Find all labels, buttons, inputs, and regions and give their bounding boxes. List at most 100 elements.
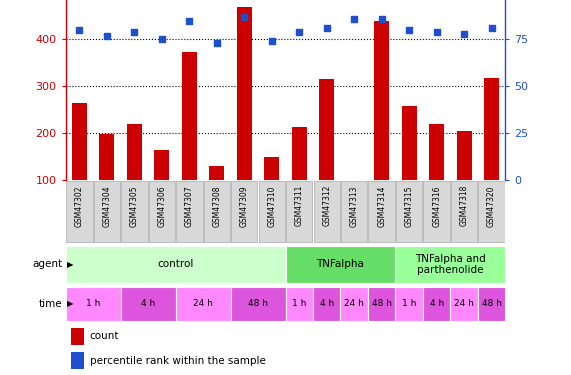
Text: GSM47306: GSM47306 [158,185,166,227]
Text: 24 h: 24 h [454,299,474,308]
FancyBboxPatch shape [286,181,312,243]
Bar [72,103,87,180]
Bar [127,124,142,180]
Text: GSM47313: GSM47313 [349,185,359,226]
Text: TNFalpha: TNFalpha [316,260,364,269]
Bar [71,352,84,369]
Text: percentile rank within the sample: percentile rank within the sample [90,356,266,366]
Text: GSM47307: GSM47307 [185,185,194,227]
Text: 1 h: 1 h [292,299,307,308]
FancyBboxPatch shape [423,287,451,321]
FancyBboxPatch shape [478,181,505,243]
Text: 1 h: 1 h [402,299,416,308]
Bar [457,131,472,180]
Point [432,29,441,35]
Text: 24 h: 24 h [344,299,364,308]
FancyBboxPatch shape [395,287,423,321]
Text: 24 h: 24 h [193,299,213,308]
Text: GSM47302: GSM47302 [75,185,84,226]
Point [460,31,469,37]
Text: 4 h: 4 h [429,299,444,308]
FancyBboxPatch shape [286,287,313,321]
FancyBboxPatch shape [424,181,450,243]
Bar [99,134,114,180]
Bar [237,7,252,180]
Text: ▶: ▶ [67,299,73,308]
FancyBboxPatch shape [94,181,120,243]
FancyBboxPatch shape [231,181,258,243]
Text: 48 h: 48 h [372,299,392,308]
Text: control: control [158,260,194,269]
Bar [264,157,279,180]
Bar [182,52,197,180]
Bar [71,328,84,345]
FancyBboxPatch shape [176,181,203,243]
FancyBboxPatch shape [451,287,478,321]
Text: TNFalpha and
parthenolide: TNFalpha and parthenolide [415,254,486,275]
Point [240,14,249,20]
Text: 48 h: 48 h [481,299,501,308]
FancyBboxPatch shape [148,181,175,243]
Point [322,25,331,31]
Point [130,29,139,35]
Text: GSM47315: GSM47315 [405,185,413,226]
FancyBboxPatch shape [396,181,423,243]
Text: 1 h: 1 h [86,299,100,308]
FancyBboxPatch shape [259,181,285,243]
Text: 4 h: 4 h [320,299,334,308]
Point [349,16,359,22]
Point [487,25,496,31]
Text: ▶: ▶ [67,260,73,269]
FancyBboxPatch shape [368,181,395,243]
Bar [401,106,417,180]
Point [102,33,111,39]
Bar [319,79,334,180]
Point [377,16,386,22]
Text: GSM47309: GSM47309 [240,185,249,227]
Bar [429,124,444,180]
FancyBboxPatch shape [341,181,367,243]
FancyBboxPatch shape [66,181,93,243]
Text: GSM47308: GSM47308 [212,185,222,226]
FancyBboxPatch shape [66,287,120,321]
FancyBboxPatch shape [204,181,230,243]
Text: GSM47316: GSM47316 [432,185,441,226]
FancyBboxPatch shape [395,246,505,283]
FancyBboxPatch shape [121,181,147,243]
Point [405,27,414,33]
FancyBboxPatch shape [451,181,477,243]
Bar [154,150,170,180]
FancyBboxPatch shape [340,287,368,321]
FancyBboxPatch shape [176,287,231,321]
Text: count: count [90,331,119,341]
Point [267,38,276,44]
FancyBboxPatch shape [231,287,286,321]
Point [212,40,222,46]
Text: GSM47318: GSM47318 [460,185,469,226]
Text: GSM47305: GSM47305 [130,185,139,227]
Bar [209,166,224,180]
FancyBboxPatch shape [286,246,395,283]
Point [295,29,304,35]
Text: GSM47312: GSM47312 [322,185,331,226]
Text: GSM47320: GSM47320 [487,185,496,226]
Text: GSM47304: GSM47304 [102,185,111,227]
Text: 48 h: 48 h [248,299,268,308]
Point [75,27,84,33]
Bar [292,127,307,180]
FancyBboxPatch shape [478,287,505,321]
FancyBboxPatch shape [313,287,340,321]
Text: GSM47314: GSM47314 [377,185,386,226]
Point [185,18,194,24]
FancyBboxPatch shape [120,287,176,321]
Text: GSM47310: GSM47310 [267,185,276,226]
FancyBboxPatch shape [368,287,395,321]
Bar [484,78,499,180]
Text: 4 h: 4 h [141,299,155,308]
Bar [374,21,389,180]
Text: agent: agent [33,260,63,269]
Point [157,36,166,42]
FancyBboxPatch shape [313,181,340,243]
Text: GSM47311: GSM47311 [295,185,304,226]
FancyBboxPatch shape [66,246,286,283]
